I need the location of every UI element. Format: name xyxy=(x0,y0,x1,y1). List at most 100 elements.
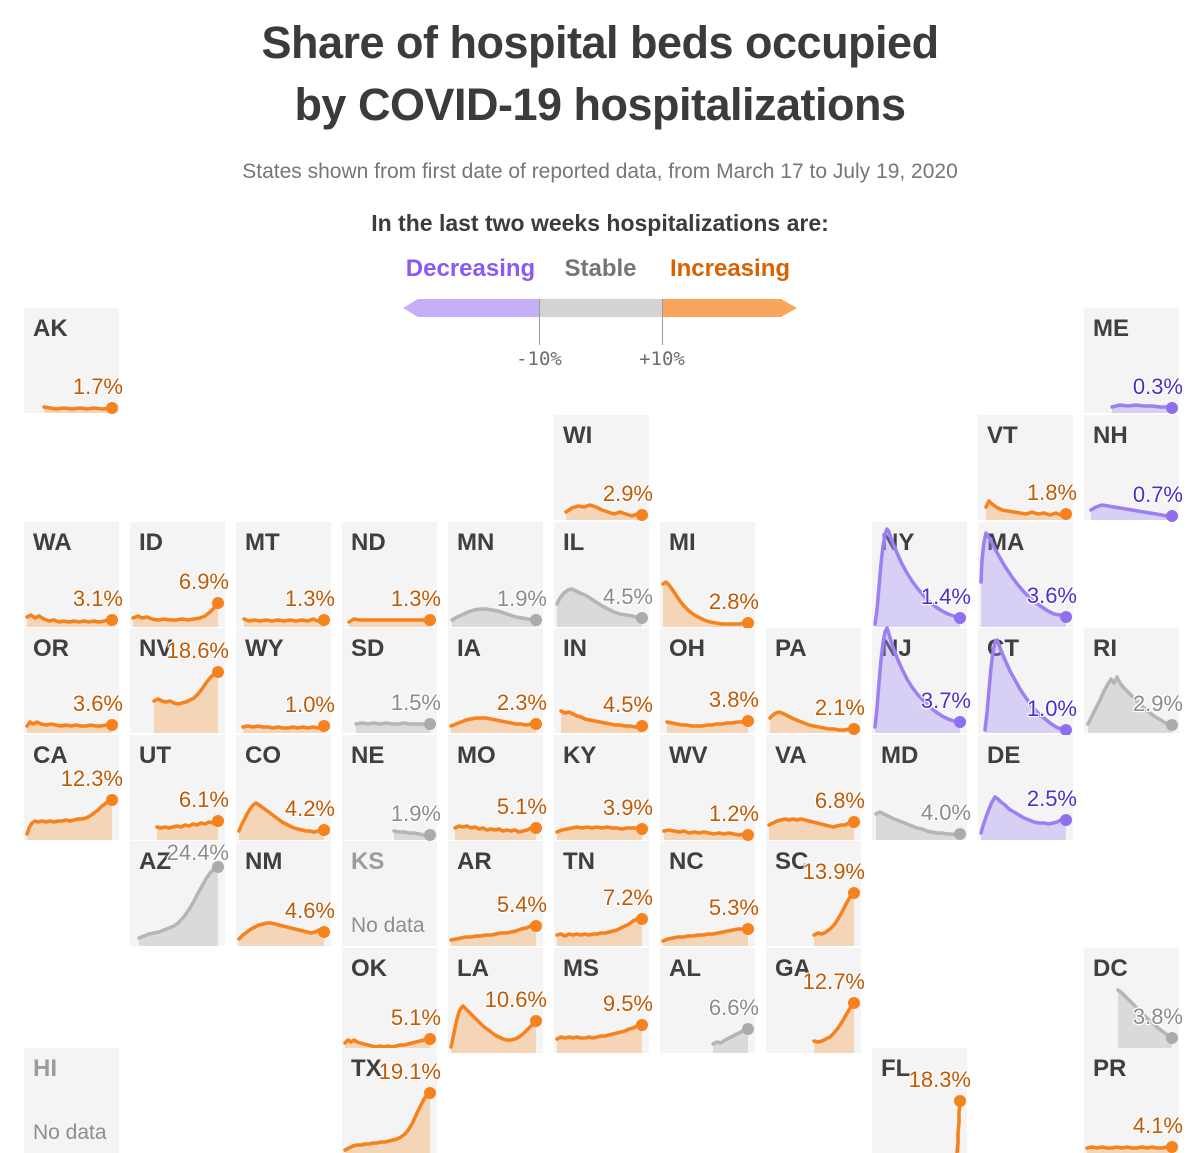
sparkline-area xyxy=(663,929,748,946)
sparkline-end-dot xyxy=(424,1033,436,1045)
sparkline-line xyxy=(555,1023,644,1041)
sparkline-line xyxy=(983,638,1068,732)
state-value: 5.1% xyxy=(496,794,547,819)
state-tile-ny: NY 1.4% xyxy=(872,522,971,627)
sparkline-end-dot xyxy=(318,614,330,626)
sparkline xyxy=(42,402,118,414)
state-label: AL xyxy=(669,955,701,982)
state-tile-mn: MN 1.9% xyxy=(448,522,547,627)
state-value: 10.6% xyxy=(484,987,547,1012)
state-label: IL xyxy=(563,529,585,556)
sparkline xyxy=(767,816,860,840)
state-tile-nc: NC 5.3% xyxy=(660,841,759,946)
sparkline-area xyxy=(557,589,642,627)
sparkline xyxy=(555,913,648,946)
state-value: 9.5% xyxy=(602,991,653,1016)
chart-subtitle: States shown from first date of reported… xyxy=(242,160,958,183)
state-label: SC xyxy=(775,848,809,875)
state-value: 1.3% xyxy=(390,586,441,611)
sparkline-line xyxy=(42,405,114,411)
state-value: 3.1% xyxy=(72,586,123,611)
state-tile-ks: KS No data xyxy=(342,841,437,946)
state-label: MD xyxy=(881,742,919,769)
state-tile-me: ME 0.3% xyxy=(1084,308,1183,414)
state-label: SD xyxy=(351,635,385,662)
sparkline xyxy=(954,1095,966,1153)
sparkline-line xyxy=(984,499,1068,517)
sparkline-line xyxy=(1086,675,1174,727)
sparkline-line xyxy=(979,531,1068,619)
chart-title-line1: Share of hospital beds occupied xyxy=(261,17,939,68)
sparkline-end-dot xyxy=(1060,724,1072,736)
sparkline-line xyxy=(392,829,432,837)
state-tile-hi: HI No data xyxy=(24,1048,119,1153)
state-label: FL xyxy=(881,1055,911,1082)
state-value: 5.1% xyxy=(390,1005,441,1030)
state-value: 2.3% xyxy=(496,690,547,715)
sparkline-end-dot xyxy=(848,816,860,828)
state-label: TX xyxy=(351,1055,382,1082)
sparkline xyxy=(555,587,648,627)
sparkline-line xyxy=(768,710,856,732)
state-tile-ak: AK 1.7% xyxy=(24,308,123,414)
state-tile-dc: DC 3.8% xyxy=(1084,948,1183,1053)
state-tile-ct: CT 1.0% xyxy=(978,628,1077,736)
state-value: 2.5% xyxy=(1026,786,1077,811)
state-value: 4.5% xyxy=(602,584,653,609)
state-tile-ar: AR 5.4% xyxy=(448,841,547,946)
sparkline xyxy=(711,1023,754,1053)
sparkline-end-dot xyxy=(848,997,860,1009)
state-label: MN xyxy=(457,529,495,556)
sparkline xyxy=(873,626,966,733)
state-value: 19.1% xyxy=(378,1059,441,1084)
state-label: WV xyxy=(669,742,708,769)
state-value: 3.9% xyxy=(602,795,653,820)
sparkline xyxy=(354,718,436,733)
state-value: 1.9% xyxy=(496,586,547,611)
sparkline-area xyxy=(345,1093,430,1153)
state-tile-de: DE 2.5% xyxy=(978,735,1077,840)
state-label: DE xyxy=(987,742,1021,769)
sparkline-line xyxy=(1116,988,1174,1040)
state-value: 3.7% xyxy=(920,688,971,713)
state-value: 4.1% xyxy=(1132,1113,1183,1138)
sparkline-end-dot xyxy=(212,597,224,609)
state-tile-md: MD 4.0% xyxy=(872,735,971,840)
sparkline-end-dot xyxy=(954,612,966,624)
sparkline-line xyxy=(155,819,220,830)
sparkline-end-dot xyxy=(318,926,330,938)
sparkline-area xyxy=(27,615,112,627)
state-tile-ky: KY 3.9% xyxy=(554,735,653,840)
sparkline-line xyxy=(661,927,750,943)
no-data-label: No data xyxy=(351,914,425,937)
sparkline-line xyxy=(450,607,538,622)
state-tile-tn: TN 7.2% xyxy=(554,841,653,946)
sparkline xyxy=(555,1019,648,1053)
state-tile-oh: OH 3.8% xyxy=(660,628,759,733)
state-value: 4.6% xyxy=(284,898,335,923)
sparkline-line xyxy=(152,670,220,706)
state-value: 0.3% xyxy=(1132,374,1183,399)
state-label: MI xyxy=(669,529,696,556)
state-label: AZ xyxy=(139,848,171,875)
state-value: 6.9% xyxy=(178,569,229,594)
state-value: 1.9% xyxy=(390,801,441,826)
state-tile-ca: CA 12.3% xyxy=(24,735,123,840)
state-label: NH xyxy=(1093,422,1128,449)
state-label: KS xyxy=(351,848,385,875)
sparkline-line xyxy=(237,921,326,941)
sparkline-end-dot xyxy=(106,614,118,626)
sparkline-line xyxy=(25,798,114,836)
sparkline-end-dot xyxy=(212,815,224,827)
state-value: 1.0% xyxy=(1026,696,1077,721)
sparkline-end-dot xyxy=(424,829,436,841)
sparkline-line xyxy=(25,613,114,624)
sparkline-line xyxy=(137,865,220,940)
state-tile-la: LA 10.6% xyxy=(448,948,547,1053)
sparkline-area xyxy=(875,628,960,733)
state-tile-nd: ND 1.3% xyxy=(342,522,441,627)
state-label: IN xyxy=(563,635,587,662)
legend-tick-label-pos10: +10% xyxy=(639,348,685,370)
legend-arrow: -10% +10% xyxy=(402,298,798,376)
state-value: 4.2% xyxy=(284,796,335,821)
